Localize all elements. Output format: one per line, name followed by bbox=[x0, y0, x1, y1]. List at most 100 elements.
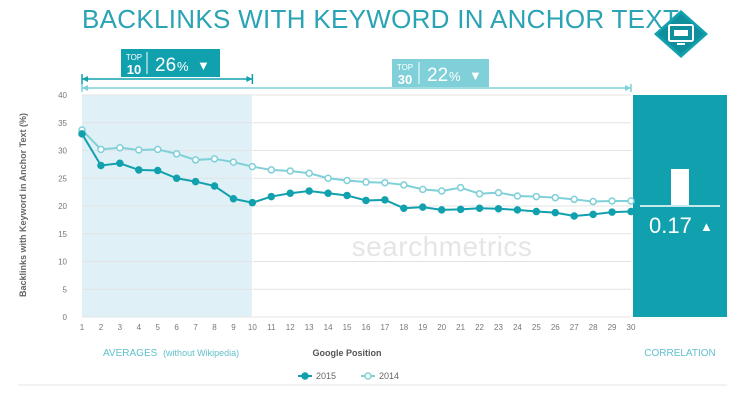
x-tick-label: 19 bbox=[418, 323, 427, 332]
series-2014-point bbox=[437, 187, 446, 195]
series-2015-point bbox=[116, 159, 124, 168]
series-2015-point bbox=[305, 187, 313, 195]
top10-unit: % bbox=[177, 59, 189, 74]
x-tick-label: 2 bbox=[99, 323, 104, 332]
top10-range-arrow-left bbox=[82, 76, 88, 82]
x-tick-label: 28 bbox=[589, 323, 598, 332]
series-2015-point bbox=[400, 204, 408, 212]
series-2015-point bbox=[153, 166, 162, 175]
series-2015-point bbox=[324, 189, 332, 197]
series-2015-point bbox=[191, 177, 200, 186]
series-2015-point bbox=[267, 192, 276, 201]
series-2014-point bbox=[135, 146, 143, 154]
series-2014-point bbox=[494, 188, 503, 197]
series-2015-point bbox=[570, 212, 578, 220]
top30-badge: TOP 30 22 % ▼ bbox=[392, 59, 489, 87]
page-title: BACKLINKS WITH KEYWORD IN ANCHOR TEXT bbox=[82, 4, 680, 34]
top10-num: 10 bbox=[127, 62, 141, 77]
y-tick-label: 40 bbox=[58, 91, 67, 100]
x-tick-label: 4 bbox=[137, 323, 142, 332]
series-2014-point bbox=[343, 176, 351, 185]
series-2015-point bbox=[551, 208, 560, 217]
series-2015-point bbox=[494, 205, 503, 213]
series-2015-point bbox=[608, 208, 616, 216]
series-2014-point bbox=[456, 183, 465, 192]
series-2014-point bbox=[475, 190, 484, 198]
series-2015-point bbox=[210, 182, 219, 190]
y-tick-label: 25 bbox=[58, 174, 67, 183]
series-2014-point bbox=[305, 169, 313, 178]
x-axis-label: Google Position bbox=[313, 348, 382, 358]
x-tick-label: 24 bbox=[513, 323, 522, 332]
series-2015-point bbox=[343, 191, 351, 200]
x-tick-label: 29 bbox=[608, 323, 617, 332]
series-2015-point bbox=[532, 207, 541, 216]
legend-label: 2015 bbox=[316, 371, 336, 381]
series-2015-point bbox=[419, 203, 427, 211]
series-2014-point bbox=[191, 156, 200, 164]
correlation-label: CORRELATION bbox=[644, 348, 716, 359]
series-2015-point bbox=[78, 130, 86, 138]
top10-value: 26 bbox=[155, 55, 176, 76]
series-2014-point bbox=[324, 174, 332, 182]
y-tick-label: 30 bbox=[58, 147, 67, 156]
x-tick-label: 14 bbox=[324, 323, 333, 332]
series-2015-point bbox=[475, 204, 484, 212]
legend-label: 2014 bbox=[379, 371, 399, 381]
x-tick-label: 30 bbox=[627, 323, 636, 332]
series-2014-point bbox=[229, 158, 238, 166]
series-2015-point bbox=[589, 210, 597, 219]
series-2014-point bbox=[570, 195, 578, 204]
watermark: searchmetrics bbox=[352, 231, 533, 262]
top30-range-arrow-right bbox=[625, 85, 631, 91]
series-2014-point bbox=[589, 197, 597, 206]
series-2014-point bbox=[608, 197, 616, 205]
legend-swatch-marker bbox=[301, 372, 309, 380]
series-2014-point bbox=[551, 193, 560, 202]
series-2015-point bbox=[627, 207, 635, 216]
x-tick-label: 18 bbox=[399, 323, 408, 332]
top30-value: 22 bbox=[427, 65, 448, 86]
top10-top-label: TOP bbox=[126, 53, 142, 62]
x-tick-label: 22 bbox=[475, 323, 484, 332]
y-tick-label: 20 bbox=[58, 202, 67, 211]
series-2014-point bbox=[116, 143, 124, 152]
y-tick-label: 10 bbox=[58, 258, 67, 267]
y-axis-label: Backlinks with Keyword in Anchor Text (%… bbox=[18, 113, 28, 297]
averages-label: AVERAGES (without Wikipedia) bbox=[103, 348, 239, 359]
top30-arrow: ▼ bbox=[469, 68, 482, 83]
x-tick-label: 9 bbox=[231, 323, 236, 332]
top30-unit: % bbox=[449, 69, 461, 84]
series-2015-point bbox=[456, 205, 465, 214]
series-2014-point bbox=[153, 145, 162, 154]
series-2014-point bbox=[248, 162, 257, 171]
correlation-panel: 0.17 ▲ bbox=[633, 95, 727, 317]
x-tick-label: 5 bbox=[155, 323, 160, 332]
legend-swatch-marker bbox=[364, 372, 372, 380]
x-tick-label: 3 bbox=[118, 323, 123, 332]
series-2014-point bbox=[97, 145, 105, 154]
x-tick-label: 16 bbox=[362, 323, 371, 332]
series-2015-point bbox=[286, 189, 294, 197]
series-2015-point bbox=[437, 206, 446, 214]
x-tick-label: 21 bbox=[456, 323, 465, 332]
series-2014-point bbox=[419, 185, 427, 194]
series-2015-point bbox=[381, 196, 389, 204]
x-tick-label: 27 bbox=[570, 323, 579, 332]
x-tick-label: 15 bbox=[343, 323, 352, 332]
top10-range-arrow-right bbox=[246, 76, 253, 82]
y-tick-label: 5 bbox=[63, 285, 68, 294]
series-2015-point bbox=[513, 206, 522, 214]
top30-num: 30 bbox=[398, 72, 412, 87]
averages-label-main: AVERAGES bbox=[103, 348, 158, 359]
x-tick-label: 8 bbox=[212, 323, 217, 332]
x-ticks: 1 2 3 4 5 6 7 8 9 10 11 12 13 14 15 16 17 18 19 20 21 22 23 24 2… bbox=[80, 323, 636, 332]
series-2015-point bbox=[172, 174, 181, 182]
monitor-icon bbox=[654, 10, 708, 58]
series-2014-point bbox=[286, 167, 294, 175]
series-2014-point bbox=[532, 192, 541, 201]
x-tick-label: 17 bbox=[380, 323, 389, 332]
x-tick-label: 1 bbox=[80, 323, 85, 332]
series-2014-point bbox=[172, 150, 181, 158]
x-tick-label: 13 bbox=[305, 323, 314, 332]
